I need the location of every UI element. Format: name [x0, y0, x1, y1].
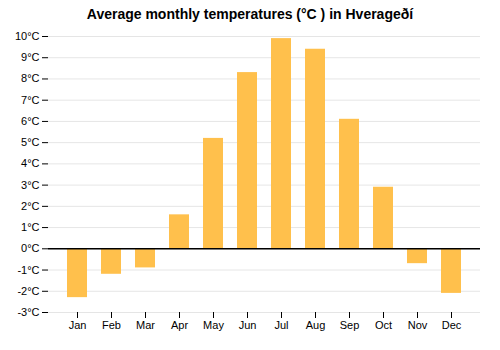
svg-text:Feb: Feb	[102, 319, 121, 331]
svg-text:Nov: Nov	[408, 319, 428, 331]
svg-text:Jan: Jan	[69, 319, 87, 331]
html-text:Average monthly temperatures (: Average monthly temperatures (°C ) in Hv…	[86, 6, 414, 22]
svg-text:0°C: 0°C	[21, 242, 40, 254]
svg-text:6°C: 6°C	[21, 115, 40, 127]
svg-text:Jul: Jul	[274, 319, 288, 331]
svg-text:Jun: Jun	[239, 319, 257, 331]
svg-text:Apr: Apr	[171, 319, 188, 331]
svg-text:Oct: Oct	[375, 319, 392, 331]
svg-text:-2°C: -2°C	[17, 285, 39, 297]
svg-text:Sep: Sep	[340, 319, 360, 331]
svg-text:1°C: 1°C	[21, 221, 40, 233]
svg-text:5°C: 5°C	[21, 136, 40, 148]
svg-text:4°C: 4°C	[21, 157, 40, 169]
svg-text:May: May	[203, 319, 224, 331]
svg-text:9°C: 9°C	[21, 51, 40, 63]
svg-text:Dec: Dec	[442, 319, 462, 331]
svg-text:-1°C: -1°C	[17, 264, 39, 276]
svg-text:Aug: Aug	[306, 319, 326, 331]
svg-text:10°C: 10°C	[15, 30, 40, 42]
svg-text:Mar: Mar	[136, 319, 155, 331]
svg-text:-3°C: -3°C	[17, 306, 39, 318]
svg-text:3°C: 3°C	[21, 179, 40, 191]
svg-text:8°C: 8°C	[21, 72, 40, 84]
svg-text:7°C: 7°C	[21, 94, 40, 106]
svg-text:2°C: 2°C	[21, 200, 40, 212]
